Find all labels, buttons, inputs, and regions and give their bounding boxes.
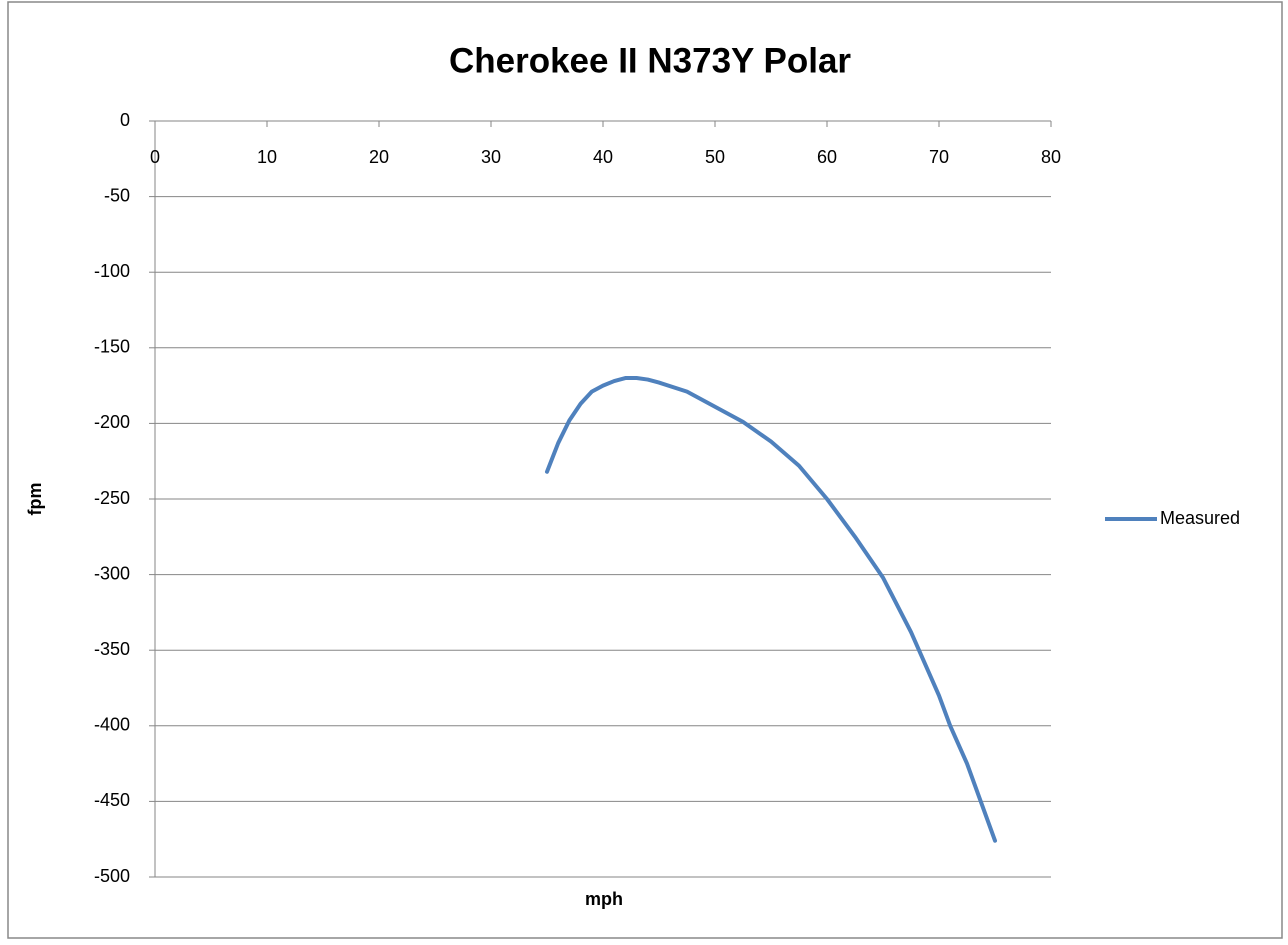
y-tick-label: -450 — [94, 790, 130, 810]
x-tick-label: 10 — [257, 147, 277, 167]
y-tick-label: -350 — [94, 639, 130, 659]
y-tick-label: -300 — [94, 563, 130, 583]
x-tick-label: 70 — [929, 147, 949, 167]
series-line — [545, 376, 997, 843]
y-tick-label: 0 — [120, 110, 130, 130]
x-tick-label: 20 — [369, 147, 389, 167]
y-tick-label: -250 — [94, 488, 130, 508]
y-tick-label: -50 — [104, 185, 130, 205]
chart-border — [7, 1, 1283, 939]
x-tick-label: 30 — [481, 147, 501, 167]
y-tick-label: -150 — [94, 337, 130, 357]
y-tick-label: -100 — [94, 261, 130, 281]
x-tick-label: 60 — [817, 147, 837, 167]
legend-label: Measured — [1160, 508, 1240, 528]
y-tick-label: -200 — [94, 412, 130, 432]
chart-title: Cherokee II N373Y Polar — [449, 41, 851, 80]
y-tick-label: -400 — [94, 715, 130, 735]
x-axis-title: mph — [585, 889, 623, 909]
x-tick-label: 0 — [150, 147, 160, 167]
y-tick-label: -500 — [94, 866, 130, 886]
y-axis-title: fpm — [25, 483, 45, 516]
x-tick-label: 50 — [705, 147, 725, 167]
x-tick-label: 40 — [593, 147, 613, 167]
x-tick-label: 80 — [1041, 147, 1061, 167]
